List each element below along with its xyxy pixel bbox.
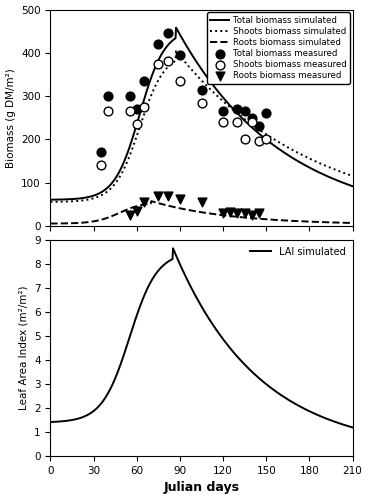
Roots biomass measured bbox=[234, 209, 240, 217]
Total biomass measured bbox=[98, 148, 104, 156]
Roots biomass measured bbox=[127, 211, 132, 219]
Shoots biomass simulated bbox=[350, 173, 355, 179]
Total biomass simulated bbox=[350, 183, 355, 189]
Shoots biomass measured bbox=[134, 120, 140, 128]
LAI simulated bbox=[251, 370, 255, 376]
Line: LAI simulated: LAI simulated bbox=[50, 248, 353, 428]
Roots biomass simulated bbox=[126, 206, 130, 212]
Shoots biomass measured bbox=[127, 107, 132, 115]
Shoots biomass measured bbox=[242, 136, 248, 143]
Total biomass simulated bbox=[276, 146, 281, 152]
Total biomass measured bbox=[134, 105, 140, 113]
Shoots biomass simulated bbox=[126, 156, 130, 162]
Shoots biomass measured bbox=[105, 107, 111, 115]
Total biomass measured bbox=[141, 77, 147, 85]
Total biomass measured bbox=[166, 30, 171, 38]
Total biomass simulated bbox=[126, 148, 130, 154]
Total biomass measured bbox=[256, 122, 262, 130]
Roots biomass simulated bbox=[276, 217, 281, 223]
Shoots biomass measured bbox=[234, 118, 240, 126]
LAI simulated bbox=[227, 344, 231, 350]
Legend: Total biomass simulated, Shoots biomass simulated, Roots biomass simulated, Tota: Total biomass simulated, Shoots biomass … bbox=[207, 12, 350, 84]
Roots biomass measured bbox=[134, 206, 140, 214]
Roots biomass measured bbox=[256, 209, 262, 217]
Y-axis label: Leaf Area Index (m²/m²): Leaf Area Index (m²/m²) bbox=[18, 286, 29, 410]
Roots biomass measured bbox=[199, 198, 205, 206]
Total biomass measured bbox=[220, 107, 226, 115]
Shoots biomass measured bbox=[256, 138, 262, 145]
Roots biomass simulated bbox=[185, 207, 190, 213]
Shoots biomass measured bbox=[166, 58, 171, 66]
LAI simulated bbox=[171, 246, 175, 252]
Total biomass measured bbox=[242, 107, 248, 115]
LAI simulated bbox=[102, 397, 106, 403]
Roots biomass measured bbox=[166, 192, 171, 200]
Line: Total biomass simulated: Total biomass simulated bbox=[50, 28, 353, 200]
Shoots biomass measured bbox=[220, 118, 226, 126]
Line: Shoots biomass simulated: Shoots biomass simulated bbox=[50, 51, 353, 202]
Roots biomass simulated bbox=[350, 220, 355, 226]
Roots biomass measured bbox=[220, 209, 226, 217]
Shoots biomass simulated bbox=[276, 139, 281, 145]
Roots biomass simulated bbox=[102, 216, 106, 222]
Total biomass simulated bbox=[48, 196, 53, 202]
Roots biomass simulated bbox=[149, 198, 153, 204]
Shoots biomass simulated bbox=[251, 122, 255, 128]
Roots biomass simulated bbox=[251, 215, 255, 221]
LAI simulated bbox=[126, 339, 130, 345]
Shoots biomass measured bbox=[141, 103, 147, 111]
Shoots biomass measured bbox=[263, 136, 269, 143]
LAI simulated bbox=[350, 424, 355, 430]
Roots biomass measured bbox=[227, 208, 233, 216]
LAI simulated bbox=[185, 278, 190, 283]
Shoots biomass simulated bbox=[102, 191, 106, 197]
Roots biomass measured bbox=[242, 209, 248, 217]
Shoots biomass measured bbox=[98, 161, 104, 169]
LAI simulated bbox=[48, 419, 53, 425]
Total biomass simulated bbox=[174, 24, 178, 30]
Line: Roots biomass simulated: Roots biomass simulated bbox=[50, 201, 353, 224]
Total biomass measured bbox=[234, 105, 240, 113]
Shoots biomass simulated bbox=[185, 62, 190, 68]
Total biomass simulated bbox=[102, 188, 106, 194]
Roots biomass simulated bbox=[227, 213, 231, 219]
Legend: LAI simulated: LAI simulated bbox=[246, 243, 350, 260]
Total biomass measured bbox=[127, 92, 132, 100]
Total biomass measured bbox=[177, 51, 183, 59]
Y-axis label: Biomass (g DM/m²): Biomass (g DM/m²) bbox=[6, 68, 15, 168]
Total biomass simulated bbox=[185, 45, 190, 51]
Shoots biomass simulated bbox=[174, 48, 178, 54]
Total biomass measured bbox=[263, 110, 269, 118]
Total biomass measured bbox=[199, 86, 205, 94]
Roots biomass measured bbox=[177, 195, 183, 203]
Shoots biomass simulated bbox=[48, 199, 53, 205]
Roots biomass measured bbox=[249, 211, 255, 219]
Total biomass measured bbox=[249, 114, 255, 122]
Total biomass measured bbox=[155, 40, 161, 48]
Roots biomass measured bbox=[141, 198, 147, 206]
Total biomass measured bbox=[105, 92, 111, 100]
Roots biomass measured bbox=[155, 192, 161, 200]
Shoots biomass measured bbox=[177, 77, 183, 85]
Shoots biomass measured bbox=[199, 98, 205, 106]
X-axis label: Julian days: Julian days bbox=[163, 482, 240, 494]
Shoots biomass measured bbox=[155, 60, 161, 68]
Total biomass simulated bbox=[227, 102, 231, 107]
Roots biomass simulated bbox=[48, 220, 53, 226]
Shoots biomass simulated bbox=[227, 104, 231, 110]
Total biomass simulated bbox=[251, 125, 255, 131]
LAI simulated bbox=[276, 390, 281, 396]
Shoots biomass measured bbox=[249, 118, 255, 126]
